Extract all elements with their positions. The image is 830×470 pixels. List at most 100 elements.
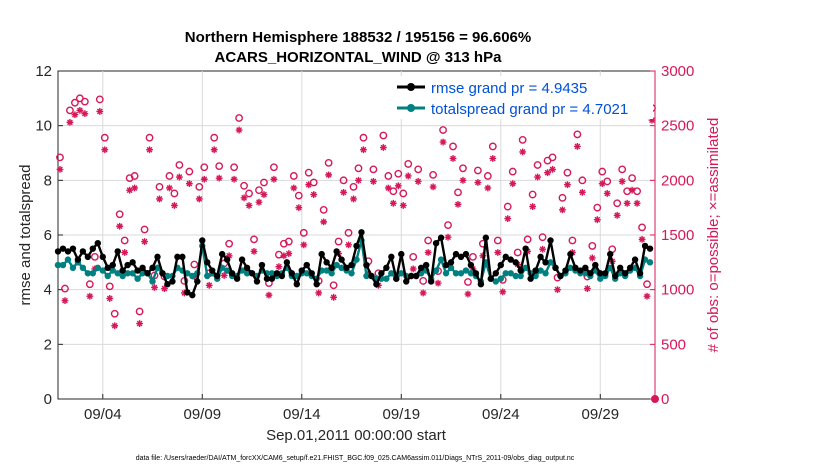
obs-possible-marker [488, 142, 497, 151]
x-tick-label: 09/24 [482, 406, 520, 423]
rmse-point [487, 275, 495, 282]
rmse-point [403, 278, 410, 285]
rmse-point [442, 261, 450, 269]
totalspread-point [94, 264, 102, 271]
totalspread-point [462, 267, 470, 274]
right-y-tick-label: 500 [661, 336, 686, 353]
rmse-point [607, 250, 614, 258]
rmse-point [472, 270, 480, 277]
rmse-point [348, 261, 355, 269]
left-y-axis: 0 2 4 6 8 10 12 [35, 63, 63, 408]
rmse-point [577, 267, 584, 274]
obs-possible-marker [110, 309, 119, 318]
obs-assimilated-marker [126, 186, 134, 194]
rmse-point [562, 267, 569, 274]
x-tick-label: 09/14 [283, 406, 321, 423]
totalspread-point [437, 256, 445, 263]
obs-assimilated-marker [529, 203, 537, 210]
obs-assimilated-marker [265, 291, 273, 299]
rmse-point [293, 281, 300, 288]
obs-assimilated-marker [643, 292, 651, 300]
rmse-point [477, 281, 485, 288]
obs-possible-marker [638, 223, 646, 232]
rmse-point [467, 261, 475, 269]
obs-possible-marker [334, 237, 343, 246]
rmse-point [169, 278, 176, 285]
rmse-point [273, 270, 281, 277]
totalspread-point [467, 270, 475, 277]
obs-possible-marker [90, 252, 99, 261]
obs-possible-marker [369, 165, 378, 174]
obs-possible-marker [523, 235, 532, 244]
rmse-point [462, 250, 470, 258]
obs-possible-marker [429, 170, 438, 179]
obs-possible-marker [349, 182, 358, 191]
obs-assimilated-marker [66, 118, 74, 126]
obs-possible-marker [304, 168, 313, 177]
obs-assimilated-marker [370, 178, 377, 185]
obs-possible-marker [255, 186, 263, 195]
obs-assimilated-marker [519, 148, 527, 156]
obs-possible-marker [628, 174, 637, 183]
obs-possible-marker [100, 133, 109, 142]
obs-possible-marker [379, 131, 388, 140]
totalspread-point [59, 261, 67, 269]
x-tick-label: 09/29 [582, 406, 620, 423]
obs-assimilated-marker [628, 186, 636, 194]
rmse-point [218, 250, 226, 258]
obs-possible-marker [56, 153, 64, 162]
obs-possible-marker [578, 176, 587, 185]
obs-possible-marker [528, 190, 537, 199]
rmse-point [537, 253, 544, 261]
obs-possible-marker [389, 187, 398, 196]
obs-assimilated-marker [250, 248, 258, 255]
totalspread-point [567, 264, 574, 271]
obs-assimilated-marker [613, 211, 621, 219]
obs-assimilated-marker [593, 216, 601, 224]
obs-assimilated-marker [131, 184, 139, 192]
totalspread-point [109, 267, 116, 274]
left-y-tick-label: 12 [35, 63, 52, 80]
obs-possible-marker [245, 189, 253, 198]
obs-possible-marker [439, 126, 447, 134]
obs-assimilated-marker [459, 176, 467, 184]
obs-assimilated-marker [255, 198, 263, 206]
data-file-footer: data file: /Users/raeder/DAI/ATM_forcXX/… [136, 455, 575, 462]
rmse-point [194, 278, 201, 285]
totalspread-point [338, 264, 345, 271]
x-tick-label: 09/04 [84, 406, 122, 423]
obs-assimilated-marker [285, 250, 293, 257]
obs-possible-marker [260, 178, 268, 187]
rmse-point [338, 256, 345, 263]
rmse-point [427, 278, 435, 285]
obs-assimilated-marker [151, 284, 158, 291]
obs-possible-marker [454, 188, 462, 197]
obs-possible-marker [618, 165, 627, 174]
rmse-point [149, 264, 156, 271]
obs-possible-marker [215, 162, 224, 171]
obs-possible-marker [115, 210, 124, 219]
rmse-point [358, 229, 365, 236]
obs-assimilated-marker [499, 288, 507, 296]
rmse-point [527, 275, 534, 282]
rmse-point [437, 234, 445, 241]
rmse-point [248, 270, 256, 277]
obs-assimilated-marker [524, 248, 532, 255]
obs-possible-marker [409, 252, 418, 261]
rmse-point [204, 259, 211, 266]
x-tick-label: 09/09 [184, 406, 222, 423]
rmse-point [602, 270, 609, 277]
obs-possible-marker [384, 172, 393, 180]
obs-assimilated-marker [56, 166, 64, 173]
rmse-point [283, 259, 291, 266]
rmse-point [631, 256, 639, 263]
obs-assimilated-marker [633, 199, 641, 207]
rmse-point [422, 261, 430, 269]
totalspread-point [348, 270, 355, 277]
totalspread-point [89, 270, 97, 277]
rmse-point [512, 259, 519, 266]
x-axis-label: Sep.01,2011 00:00:00 start [266, 427, 447, 444]
rmse-point [214, 272, 221, 280]
obs-possible-marker [518, 135, 527, 144]
